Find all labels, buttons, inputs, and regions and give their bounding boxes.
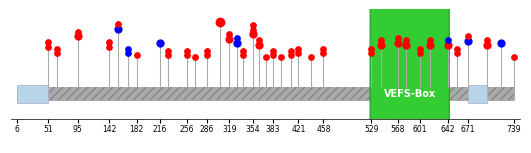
FancyBboxPatch shape	[370, 0, 449, 153]
FancyBboxPatch shape	[18, 87, 513, 101]
FancyBboxPatch shape	[468, 85, 487, 103]
Text: VEFS-Box: VEFS-Box	[383, 89, 436, 99]
FancyBboxPatch shape	[18, 85, 48, 103]
